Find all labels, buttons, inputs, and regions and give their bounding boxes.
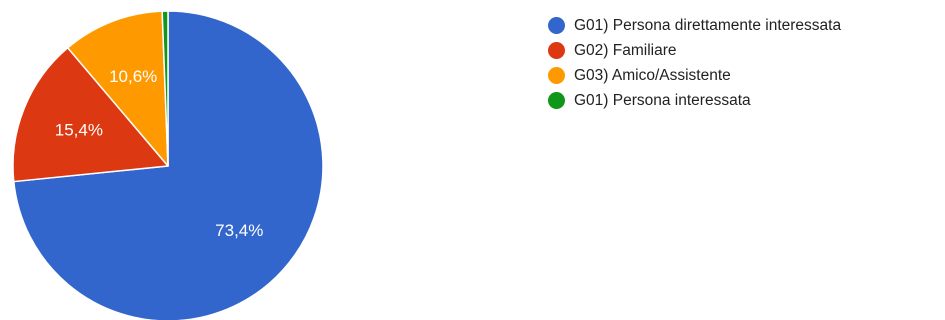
slice-label-g03-amico-assistente: 10,6% <box>109 67 157 86</box>
legend-swatch-green <box>548 92 565 109</box>
legend-label: G01) Persona interessata <box>574 91 751 109</box>
pie-slice-g03-amico-assistente[interactable] <box>66 10 169 167</box>
legend-swatch-red <box>548 42 565 59</box>
slice-label-g02-familiare: 15,4% <box>55 121 103 140</box>
legend-label: G03) Amico/Assistente <box>574 66 731 84</box>
legend-item-persona-interessata[interactable]: G01) Persona interessata <box>548 88 841 113</box>
chart-legend: G01) Persona direttamente interessata G0… <box>548 13 841 113</box>
pie-slice-g01-persona-interessata[interactable] <box>161 10 169 167</box>
pie-slice-g02-familiare[interactable] <box>12 47 169 183</box>
slice-label-g01-persona-direttamente-interessata: 73,4% <box>215 221 263 240</box>
legend-item-persona-direttamente-interessata[interactable]: G01) Persona direttamente interessata <box>548 13 841 38</box>
pie-chart-svg: 73,4% 15,4% 10,6% <box>12 10 324 320</box>
legend-item-familiare[interactable]: G02) Familiare <box>548 38 841 63</box>
legend-label: G01) Persona direttamente interessata <box>574 16 842 34</box>
legend-item-amico-assistente[interactable]: G03) Amico/Assistente <box>548 63 841 88</box>
legend-swatch-blue <box>548 17 565 34</box>
legend-label: G02) Familiare <box>574 41 677 59</box>
legend-swatch-orange <box>548 67 565 84</box>
